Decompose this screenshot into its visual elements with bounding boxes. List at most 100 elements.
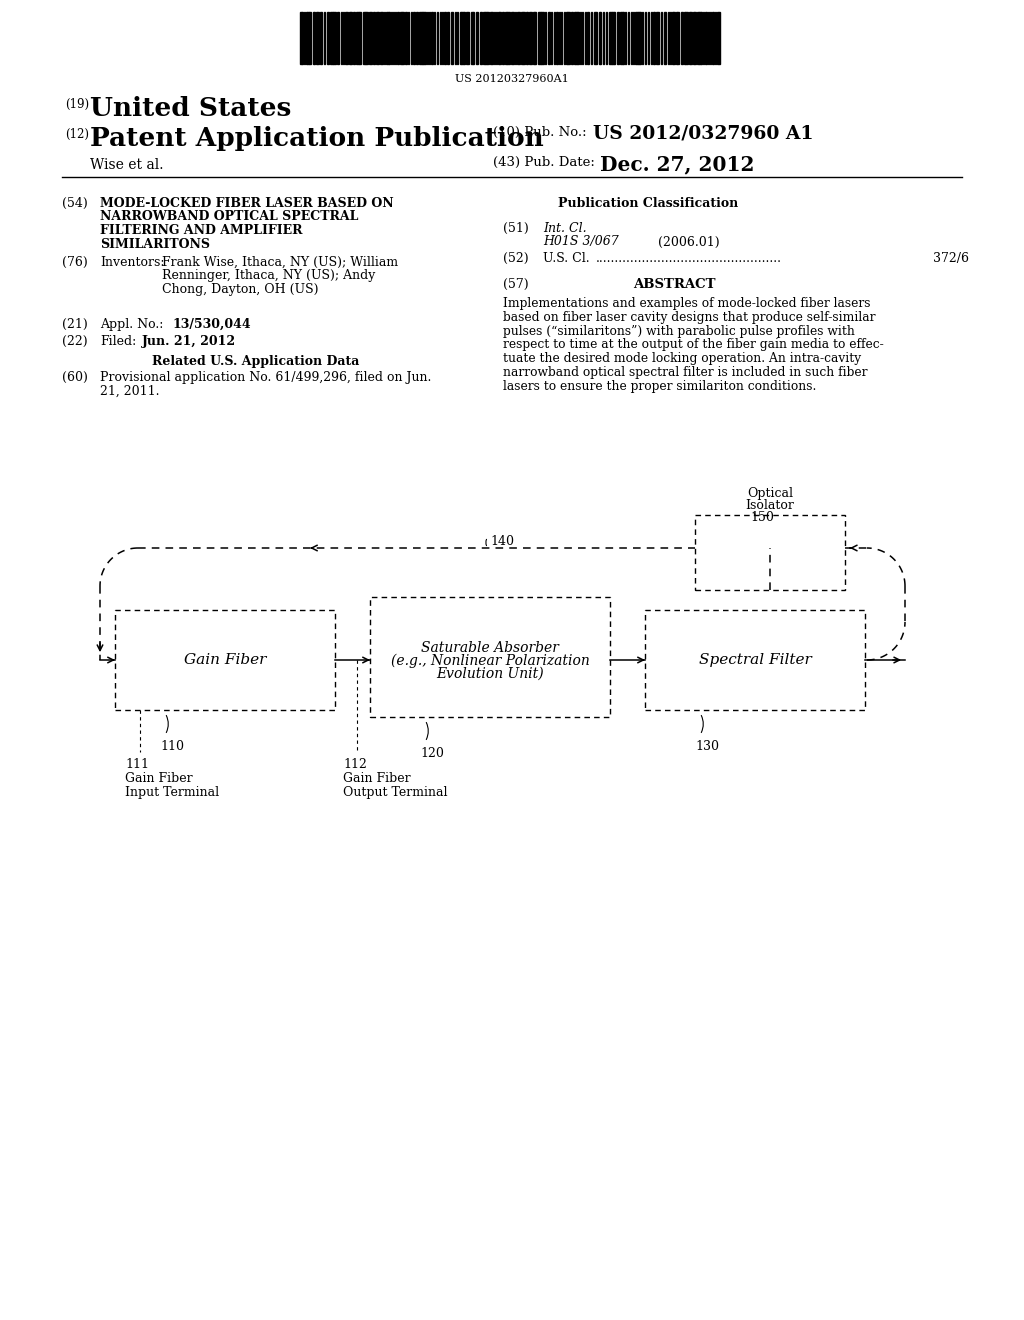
Bar bbox=[471, 12, 473, 63]
Text: Saturable Absorber: Saturable Absorber bbox=[421, 642, 559, 655]
Bar bbox=[397, 12, 399, 63]
Text: respect to time at the output of the fiber gain media to effec-: respect to time at the output of the fib… bbox=[503, 338, 884, 351]
Text: SIMILARITONS: SIMILARITONS bbox=[100, 238, 210, 251]
Bar bbox=[337, 12, 339, 63]
Bar bbox=[419, 12, 422, 63]
Bar bbox=[345, 12, 348, 63]
Text: (10) Pub. No.:: (10) Pub. No.: bbox=[493, 125, 587, 139]
Text: MODE-LOCKED FIBER LASER BASED ON: MODE-LOCKED FIBER LASER BASED ON bbox=[100, 197, 393, 210]
Text: 111: 111 bbox=[125, 758, 150, 771]
Bar bbox=[507, 12, 510, 63]
Bar bbox=[620, 12, 623, 63]
Bar bbox=[327, 12, 329, 63]
Bar bbox=[594, 12, 597, 63]
Text: Dec. 27, 2012: Dec. 27, 2012 bbox=[600, 154, 755, 174]
Bar bbox=[548, 12, 550, 63]
Bar bbox=[309, 12, 311, 63]
Bar bbox=[386, 12, 389, 63]
Text: Int. Cl.: Int. Cl. bbox=[543, 222, 587, 235]
Text: Related U.S. Application Data: Related U.S. Application Data bbox=[152, 355, 359, 368]
Text: narrowband optical spectral filter is included in such fiber: narrowband optical spectral filter is in… bbox=[503, 366, 867, 379]
Bar bbox=[461, 12, 464, 63]
Text: pulses (“similaritons”) with parabolic pulse profiles with: pulses (“similaritons”) with parabolic p… bbox=[503, 325, 855, 338]
Text: Publication Classification: Publication Classification bbox=[558, 197, 738, 210]
Text: (54): (54) bbox=[62, 197, 88, 210]
Text: (e.g., Nonlinear Polarization: (e.g., Nonlinear Polarization bbox=[390, 653, 590, 668]
Text: Implementations and examples of mode-locked fiber lasers: Implementations and examples of mode-loc… bbox=[503, 297, 870, 310]
Text: based on fiber laser cavity designs that produce self-similar: based on fiber laser cavity designs that… bbox=[503, 310, 876, 323]
Text: Inventors:: Inventors: bbox=[100, 256, 165, 269]
Text: FILTERING AND AMPLIFIER: FILTERING AND AMPLIFIER bbox=[100, 224, 302, 238]
Text: 110: 110 bbox=[160, 741, 184, 752]
Bar bbox=[541, 12, 544, 63]
Bar bbox=[523, 12, 525, 63]
Text: (19): (19) bbox=[65, 98, 89, 111]
Text: 120: 120 bbox=[420, 747, 443, 760]
Bar bbox=[712, 12, 714, 63]
Bar bbox=[330, 12, 333, 63]
Bar bbox=[402, 12, 404, 63]
Bar bbox=[485, 12, 487, 63]
Bar bbox=[529, 12, 532, 63]
Bar bbox=[571, 12, 573, 63]
Bar bbox=[380, 12, 383, 63]
Text: Evolution Unit): Evolution Unit) bbox=[436, 667, 544, 681]
Text: Renninger, Ithaca, NY (US); Andy: Renninger, Ithaca, NY (US); Andy bbox=[162, 269, 376, 282]
Bar bbox=[333, 12, 336, 63]
Bar bbox=[538, 12, 541, 63]
Text: (60): (60) bbox=[62, 371, 88, 384]
Text: U.S. Cl.: U.S. Cl. bbox=[543, 252, 590, 265]
Text: 130: 130 bbox=[695, 741, 719, 752]
Text: (22): (22) bbox=[62, 335, 88, 348]
Bar bbox=[431, 12, 433, 63]
Bar bbox=[406, 12, 407, 63]
Bar bbox=[677, 12, 679, 63]
Text: Optical: Optical bbox=[746, 487, 793, 500]
Bar bbox=[685, 12, 688, 63]
Text: (57): (57) bbox=[503, 279, 528, 290]
Bar bbox=[413, 12, 415, 63]
Bar bbox=[366, 12, 368, 63]
Text: tuate the desired mode locking operation. An intra-cavity: tuate the desired mode locking operation… bbox=[503, 352, 861, 366]
Bar bbox=[307, 12, 309, 63]
Bar bbox=[362, 12, 365, 63]
Text: US 20120327960A1: US 20120327960A1 bbox=[455, 74, 569, 84]
Bar bbox=[319, 12, 322, 63]
Bar bbox=[376, 12, 378, 63]
Bar bbox=[705, 12, 707, 63]
Bar bbox=[635, 12, 638, 63]
Bar bbox=[656, 12, 659, 63]
Bar bbox=[356, 12, 359, 63]
Text: ................................................: ........................................… bbox=[596, 252, 782, 265]
Bar bbox=[476, 12, 478, 63]
Text: Gain Fiber: Gain Fiber bbox=[343, 772, 411, 785]
Text: lasers to ensure the proper similariton conditions.: lasers to ensure the proper similariton … bbox=[503, 380, 816, 393]
Text: US 2012/0327960 A1: US 2012/0327960 A1 bbox=[593, 124, 813, 143]
Bar bbox=[612, 12, 614, 63]
Text: 112: 112 bbox=[343, 758, 367, 771]
Text: Jun. 21, 2012: Jun. 21, 2012 bbox=[142, 335, 237, 348]
Text: NARROWBAND OPTICAL SPECTRAL: NARROWBAND OPTICAL SPECTRAL bbox=[100, 210, 358, 223]
Text: Spectral Filter: Spectral Filter bbox=[698, 653, 811, 667]
Text: Chong, Dayton, OH (US): Chong, Dayton, OH (US) bbox=[162, 282, 318, 296]
Bar bbox=[699, 12, 701, 63]
Bar bbox=[517, 12, 520, 63]
Text: (12): (12) bbox=[65, 128, 89, 141]
Text: Patent Application Publication: Patent Application Publication bbox=[90, 125, 544, 150]
Bar bbox=[556, 12, 558, 63]
Bar bbox=[490, 12, 493, 63]
Text: (43) Pub. Date:: (43) Pub. Date: bbox=[493, 156, 595, 169]
Text: Gain Fiber: Gain Fiber bbox=[125, 772, 193, 785]
Text: (21): (21) bbox=[62, 318, 88, 331]
Bar bbox=[483, 12, 485, 63]
Bar bbox=[568, 12, 570, 63]
Text: H01S 3/067: H01S 3/067 bbox=[543, 235, 618, 248]
Bar bbox=[717, 12, 720, 63]
Bar bbox=[521, 12, 523, 63]
Bar bbox=[664, 12, 666, 63]
Text: 13/530,044: 13/530,044 bbox=[172, 318, 251, 331]
Text: 372/6: 372/6 bbox=[933, 252, 969, 265]
Bar bbox=[487, 12, 489, 63]
Text: Filed:: Filed: bbox=[100, 335, 136, 348]
Bar bbox=[416, 12, 418, 63]
